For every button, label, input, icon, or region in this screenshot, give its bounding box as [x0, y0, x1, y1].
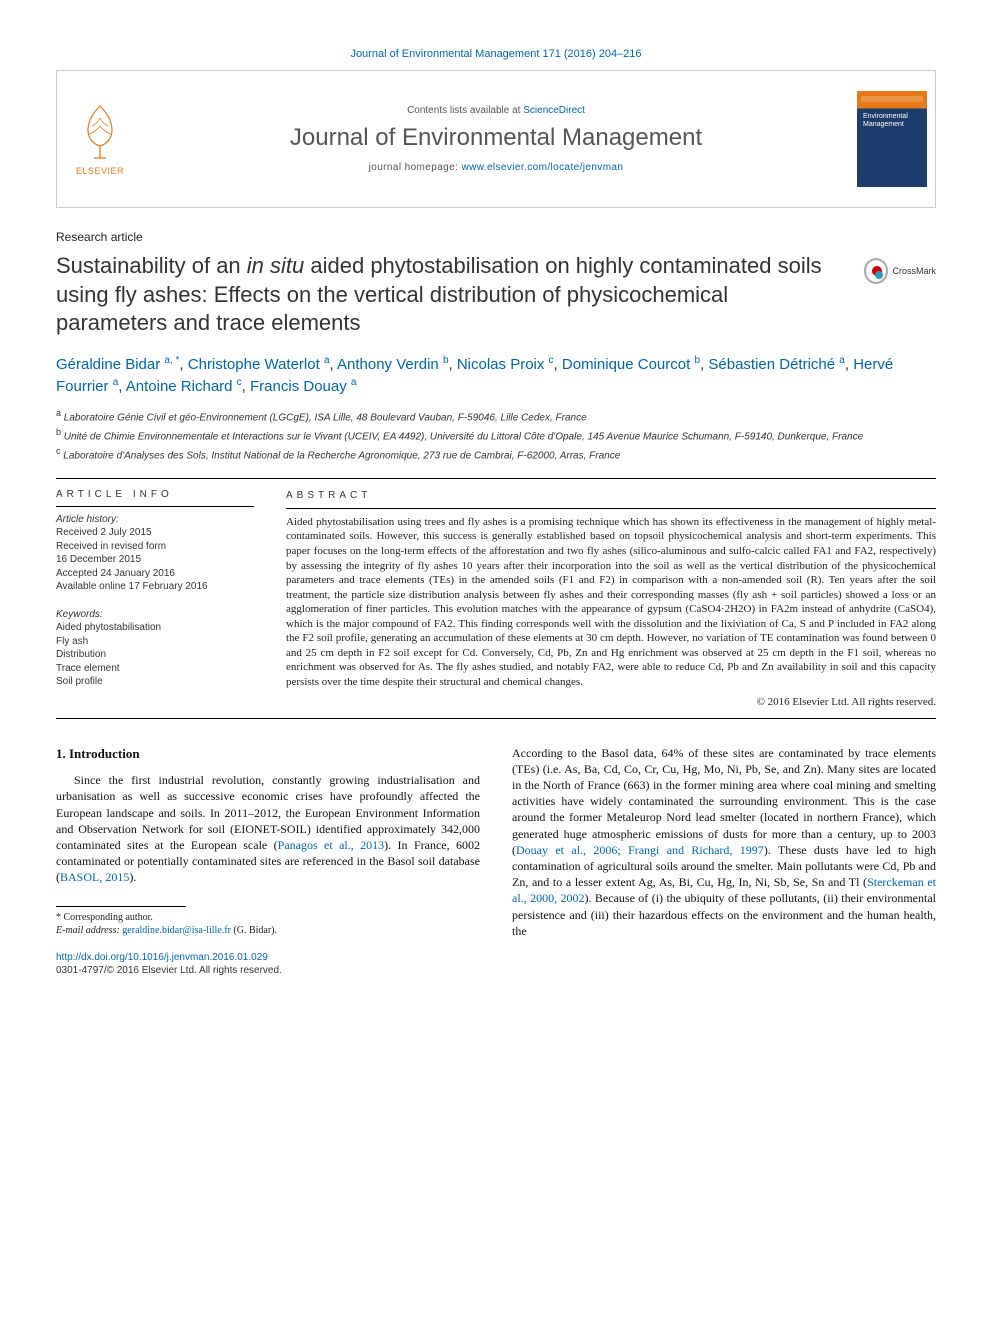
- affiliation: b Unité de Chimie Environnementale et In…: [56, 426, 936, 445]
- elsevier-logo[interactable]: ELSEVIER: [57, 71, 143, 207]
- elsevier-name: ELSEVIER: [76, 166, 124, 176]
- abstract-copyright: © 2016 Elsevier Ltd. All rights reserved…: [286, 695, 936, 710]
- email-label: E-mail address:: [56, 925, 120, 936]
- title-em: in situ: [247, 253, 304, 278]
- affiliation: c Laboratoire d'Analyses des Sols, Insti…: [56, 445, 936, 464]
- email-line: E-mail address: geraldine.bidar@isa-lill…: [56, 924, 480, 938]
- ref-douay[interactable]: Douay et al., 2006; Frangi and Richard, …: [516, 843, 764, 857]
- citation-journal: Journal of Environmental Management: [350, 48, 539, 60]
- author-link[interactable]: Sébastien Détriché: [708, 356, 835, 373]
- abstract-text: Aided phytostabilisation using trees and…: [286, 515, 936, 689]
- ref-panagos[interactable]: Panagos et al., 2013: [278, 838, 385, 852]
- history-line: Accepted 24 January 2016: [56, 567, 254, 581]
- author-link[interactable]: Antoine Richard: [126, 378, 233, 395]
- author-link[interactable]: Francis Douay: [250, 378, 347, 395]
- header-center: Contents lists available at ScienceDirec…: [143, 71, 849, 207]
- body-column-right: According to the Basol data, 64% of thes…: [512, 745, 936, 939]
- footnotes: * Corresponding author. E-mail address: …: [56, 906, 480, 938]
- keyword: Soil profile: [56, 675, 254, 689]
- elsevier-tree-icon: [74, 102, 126, 164]
- section-heading: 1. Introduction: [56, 745, 480, 763]
- keyword: Distribution: [56, 648, 254, 662]
- contents-prefix: Contents lists available at: [407, 105, 523, 116]
- title-pre: Sustainability of an: [56, 253, 247, 278]
- author-link[interactable]: Christophe Waterlot: [188, 356, 320, 373]
- keywords-block: Keywords: Aided phytostabilisationFly as…: [56, 608, 254, 689]
- issn-copyright: 0301-4797/© 2016 Elsevier Ltd. All right…: [56, 965, 282, 976]
- journal-name: Journal of Environmental Management: [290, 124, 702, 152]
- cover-image: [857, 91, 927, 187]
- homepage-link[interactable]: www.elsevier.com/locate/jenvman: [461, 162, 623, 173]
- authors-list: Géraldine Bidar a, *, Christophe Waterlo…: [56, 354, 936, 398]
- email-name: (G. Bidar).: [233, 925, 277, 936]
- intro-paragraph-1: Since the first industrial revolution, c…: [56, 772, 480, 885]
- body-column-left: 1. Introduction Since the first industri…: [56, 745, 480, 939]
- homepage-line: journal homepage: www.elsevier.com/locat…: [369, 162, 624, 173]
- corresponding-author: * Corresponding author.: [56, 911, 480, 925]
- history-line: Received in revised form: [56, 540, 254, 554]
- history-line: Available online 17 February 2016: [56, 580, 254, 594]
- author-link[interactable]: Nicolas Proix: [457, 356, 545, 373]
- author-link[interactable]: Géraldine Bidar: [56, 356, 160, 373]
- keywords-label: Keywords:: [56, 608, 254, 622]
- homepage-prefix: journal homepage:: [369, 162, 462, 173]
- affiliations-list: a Laboratoire Génie Civil et géo-Environ…: [56, 407, 936, 463]
- top-citation: Journal of Environmental Management 171 …: [56, 48, 936, 60]
- page-footer: http://dx.doi.org/10.1016/j.jenvman.2016…: [56, 951, 936, 978]
- intro-paragraph-2: According to the Basol data, 64% of thes…: [512, 745, 936, 939]
- history-label: Article history:: [56, 513, 254, 527]
- p1-post: ).: [129, 870, 136, 884]
- keyword: Aided phytostabilisation: [56, 621, 254, 635]
- affiliation: a Laboratoire Génie Civil et géo-Environ…: [56, 407, 936, 426]
- author-link[interactable]: Dominique Courcot: [562, 356, 690, 373]
- crossmark-badge[interactable]: CrossMark: [864, 258, 936, 284]
- history-line: 16 December 2015: [56, 553, 254, 567]
- abstract: ABSTRACT Aided phytostabilisation using …: [286, 485, 936, 710]
- article-info-heading: ARTICLE INFO: [56, 489, 254, 500]
- article-info: ARTICLE INFO Article history: Received 2…: [56, 485, 254, 710]
- crossmark-icon: [864, 258, 888, 284]
- author-link[interactable]: Anthony Verdin: [337, 356, 439, 373]
- ref-basol[interactable]: BASOL, 2015: [60, 870, 129, 884]
- keyword: Trace element: [56, 662, 254, 676]
- sciencedirect-link[interactable]: ScienceDirect: [523, 105, 585, 116]
- p2-pre: According to the Basol data, 64% of thes…: [512, 746, 936, 857]
- contents-line: Contents lists available at ScienceDirec…: [407, 105, 585, 116]
- history-line: Received 2 July 2015: [56, 526, 254, 540]
- doi-link[interactable]: http://dx.doi.org/10.1016/j.jenvman.2016…: [56, 952, 268, 963]
- email-link[interactable]: geraldine.bidar@isa-lille.fr: [122, 925, 231, 936]
- crossmark-label: CrossMark: [892, 266, 936, 276]
- keyword: Fly ash: [56, 635, 254, 649]
- article-type: Research article: [56, 230, 936, 244]
- article-history: Article history: Received 2 July 2015Rec…: [56, 513, 254, 594]
- journal-header: ELSEVIER Contents lists available at Sci…: [56, 70, 936, 208]
- article-title: Sustainability of an in situ aided phyto…: [56, 252, 844, 338]
- citation-volpages: 171 (2016) 204–216: [542, 48, 641, 60]
- cover-thumbnail[interactable]: [849, 71, 935, 207]
- abstract-heading: ABSTRACT: [286, 489, 936, 502]
